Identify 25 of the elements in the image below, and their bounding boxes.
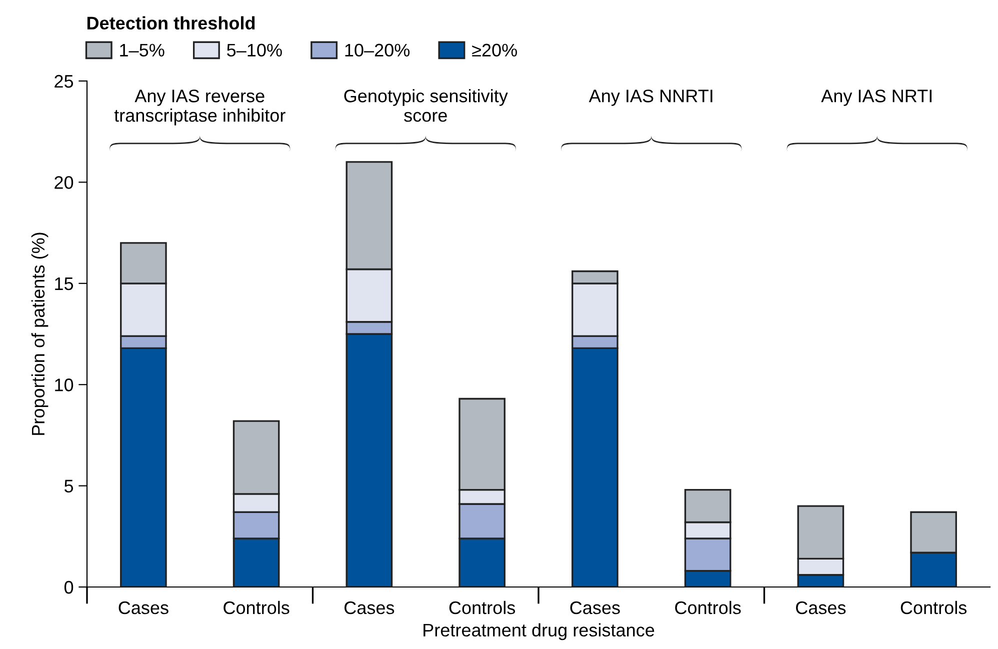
y-tick-label: 15 bbox=[55, 278, 74, 290]
legend-label: ≥20% bbox=[472, 44, 517, 57]
x-tick-label: Controls bbox=[675, 600, 741, 614]
x-tick-label: Cases bbox=[796, 601, 846, 614]
x-tick-label: Controls bbox=[900, 600, 967, 614]
legend-label: 1–5% bbox=[120, 44, 164, 57]
x-tick-label: Controls bbox=[449, 600, 516, 614]
x-axis-title: Pretreatment drug resistance bbox=[424, 623, 654, 640]
x-tick-label: Cases bbox=[570, 601, 620, 614]
y-tick-label: 0 bbox=[64, 580, 74, 594]
y-axis-title: Proportion of patients (%) bbox=[31, 232, 48, 435]
legend-label: 5–10% bbox=[227, 44, 282, 57]
y-tick-label: 20 bbox=[54, 176, 74, 189]
legend-title: Detection threshold bbox=[87, 16, 255, 30]
annotation: Genotypic sensitivity score bbox=[344, 89, 508, 122]
y-tick-label: 25 bbox=[54, 74, 74, 88]
annotation: Any IAS reverse transcriptase inhibitor bbox=[114, 90, 286, 126]
annotation: Any IAS NRTI bbox=[821, 90, 932, 106]
x-tick-label: Cases bbox=[344, 601, 394, 614]
y-tick-label: 10 bbox=[55, 378, 74, 392]
y-tick-label: 5 bbox=[64, 480, 74, 493]
annotation: Any IAS NNRTI bbox=[588, 90, 712, 106]
x-tick-label: Controls bbox=[224, 600, 290, 614]
legend-label: 10–20% bbox=[345, 44, 410, 57]
x-tick-label: Cases bbox=[118, 601, 168, 614]
